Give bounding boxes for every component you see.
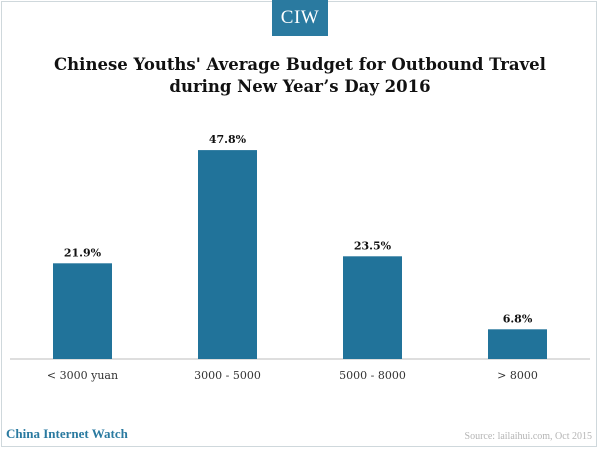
ciw-logo: CIW bbox=[272, 0, 328, 36]
data-label-4: 6.8% bbox=[503, 312, 533, 325]
title-line-2: during New Year’s Day 2016 bbox=[169, 77, 431, 96]
x-tick-label-3: 5000 - 8000 bbox=[339, 369, 406, 382]
bar-3 bbox=[343, 256, 402, 359]
bar-2 bbox=[198, 150, 257, 359]
data-label-3: 23.5% bbox=[354, 239, 392, 252]
chart-title: Chinese Youths' Average Budget for Outbo… bbox=[0, 54, 600, 98]
data-label-2: 47.8% bbox=[209, 133, 247, 146]
footer-brand: China Internet Watch bbox=[6, 426, 128, 441]
logo-text: CIW bbox=[280, 7, 320, 28]
data-label-1: 21.9% bbox=[64, 246, 102, 259]
bar-4 bbox=[488, 329, 547, 359]
title-line-1: Chinese Youths' Average Budget for Outbo… bbox=[54, 55, 546, 74]
x-tick-label-1: < 3000 yuan bbox=[47, 369, 118, 382]
x-tick-label-2: 3000 - 5000 bbox=[194, 369, 261, 382]
bar-1 bbox=[53, 263, 112, 359]
footer-source: Source: lailaihui.com, Oct 2015 bbox=[464, 431, 592, 442]
x-tick-label-4: > 8000 bbox=[497, 369, 538, 382]
